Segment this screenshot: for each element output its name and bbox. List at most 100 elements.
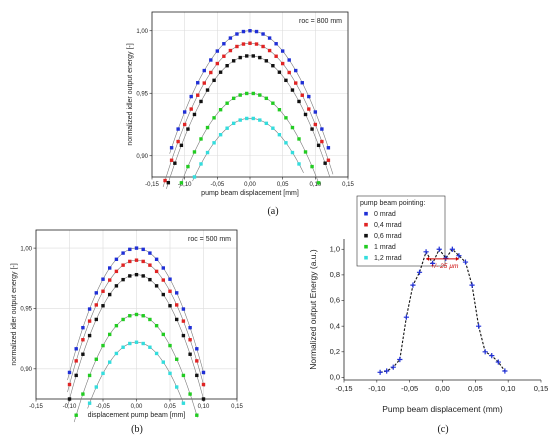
data-point xyxy=(245,54,249,58)
series-2 xyxy=(166,54,330,189)
chart-c: -0,15 -0,10 -0,05 0,00 0,05 0,10 0,15 0,0 0,2 0,4… xyxy=(308,239,548,435)
data-point xyxy=(218,108,223,112)
data-point xyxy=(74,347,78,351)
fit-curve xyxy=(87,341,185,409)
data-point xyxy=(101,371,105,376)
legend-box xyxy=(356,195,446,267)
data-point xyxy=(121,277,125,282)
data-point xyxy=(195,347,199,351)
data-point xyxy=(163,178,167,183)
legend-label: 0,6 mrad xyxy=(374,233,402,240)
data-point xyxy=(215,61,220,66)
data-point xyxy=(108,332,112,337)
data-point xyxy=(161,266,165,270)
data-point xyxy=(181,401,186,405)
data-point xyxy=(154,284,159,288)
data-point xyxy=(196,81,200,85)
data-point xyxy=(287,58,291,62)
data-point xyxy=(277,133,282,137)
chart-b: -0,15 -0,10 -0,05 0,00 0,05 0,10 0,15 0,90 0,95 1… xyxy=(11,229,243,435)
x-axis-label: Pump beam displacement (mm) xyxy=(382,404,503,414)
data-point xyxy=(201,370,206,375)
data-point xyxy=(300,93,304,97)
data-point xyxy=(277,70,282,74)
x-axis-label: pump beam displacement [mm] xyxy=(201,190,299,197)
data-point xyxy=(74,413,78,417)
data-point xyxy=(128,259,132,264)
y-tick-label: 0,4 xyxy=(330,321,340,330)
data-point xyxy=(290,125,295,130)
data-point xyxy=(258,118,262,122)
data-point xyxy=(108,292,112,297)
data-point xyxy=(254,42,259,46)
data-point xyxy=(128,247,132,252)
data-point xyxy=(264,121,269,126)
x-tick-label: 0,00 xyxy=(435,384,450,393)
data-point xyxy=(181,373,186,378)
data-point xyxy=(264,59,269,63)
data-point xyxy=(154,257,159,261)
x-tick-label: -0,15 xyxy=(335,384,352,393)
data-point xyxy=(87,307,92,311)
data-point xyxy=(94,385,98,389)
data-point xyxy=(121,263,125,267)
y-axis-label: normalized idler output energy [-] xyxy=(11,263,18,365)
x-tick-label: -0,05 xyxy=(96,404,110,410)
data-point xyxy=(235,44,239,49)
data-point xyxy=(168,277,172,281)
data-point xyxy=(284,116,288,120)
fit-curve xyxy=(169,30,330,154)
data-point xyxy=(81,392,85,396)
data-point xyxy=(277,108,282,112)
data-point xyxy=(377,369,383,375)
data-point xyxy=(423,249,429,255)
data-point xyxy=(238,55,242,60)
data-point xyxy=(134,340,139,344)
data-point xyxy=(274,42,278,46)
data-point xyxy=(94,357,98,361)
data-point xyxy=(462,259,469,265)
data-point xyxy=(192,150,197,154)
legend-label: 0 mrad xyxy=(374,211,396,218)
y-tick-label: 1,00 xyxy=(136,29,148,35)
data-point xyxy=(141,274,145,278)
data-point xyxy=(495,359,501,365)
data-point xyxy=(108,278,112,282)
data-point xyxy=(228,48,233,53)
data-point xyxy=(168,343,172,348)
data-point xyxy=(284,78,288,83)
data-point xyxy=(189,94,193,99)
data-point xyxy=(251,91,255,96)
data-point xyxy=(245,116,249,121)
data-point xyxy=(114,257,119,261)
data-point xyxy=(294,81,298,85)
x-tick-label: 0,05 xyxy=(468,384,483,393)
data-point xyxy=(199,137,203,141)
data-point xyxy=(489,353,495,359)
series-4 xyxy=(87,340,186,409)
data-point xyxy=(320,127,324,131)
data-point xyxy=(128,274,132,278)
series-3 xyxy=(179,91,321,189)
fit-curve xyxy=(67,259,205,393)
data-point xyxy=(74,373,78,378)
panel-label: (c) xyxy=(437,424,448,435)
data-point xyxy=(128,314,132,318)
data-point xyxy=(134,272,139,277)
data-point xyxy=(166,181,171,185)
x-tick-label: 0,05 xyxy=(164,404,176,410)
data-point xyxy=(228,36,233,40)
data-point xyxy=(209,70,213,75)
data-point xyxy=(218,70,223,74)
data-point xyxy=(169,158,174,162)
data-point xyxy=(201,397,206,401)
data-point xyxy=(261,32,265,36)
legend-label: 0,4 mrad xyxy=(374,222,402,229)
data-point xyxy=(205,125,210,130)
data-point xyxy=(316,181,321,185)
data-point xyxy=(101,304,105,308)
y-tick-label: 0,95 xyxy=(20,307,32,313)
panel-label: (a) xyxy=(267,206,278,217)
roc-annotation: roc = 800 mm xyxy=(299,18,342,25)
